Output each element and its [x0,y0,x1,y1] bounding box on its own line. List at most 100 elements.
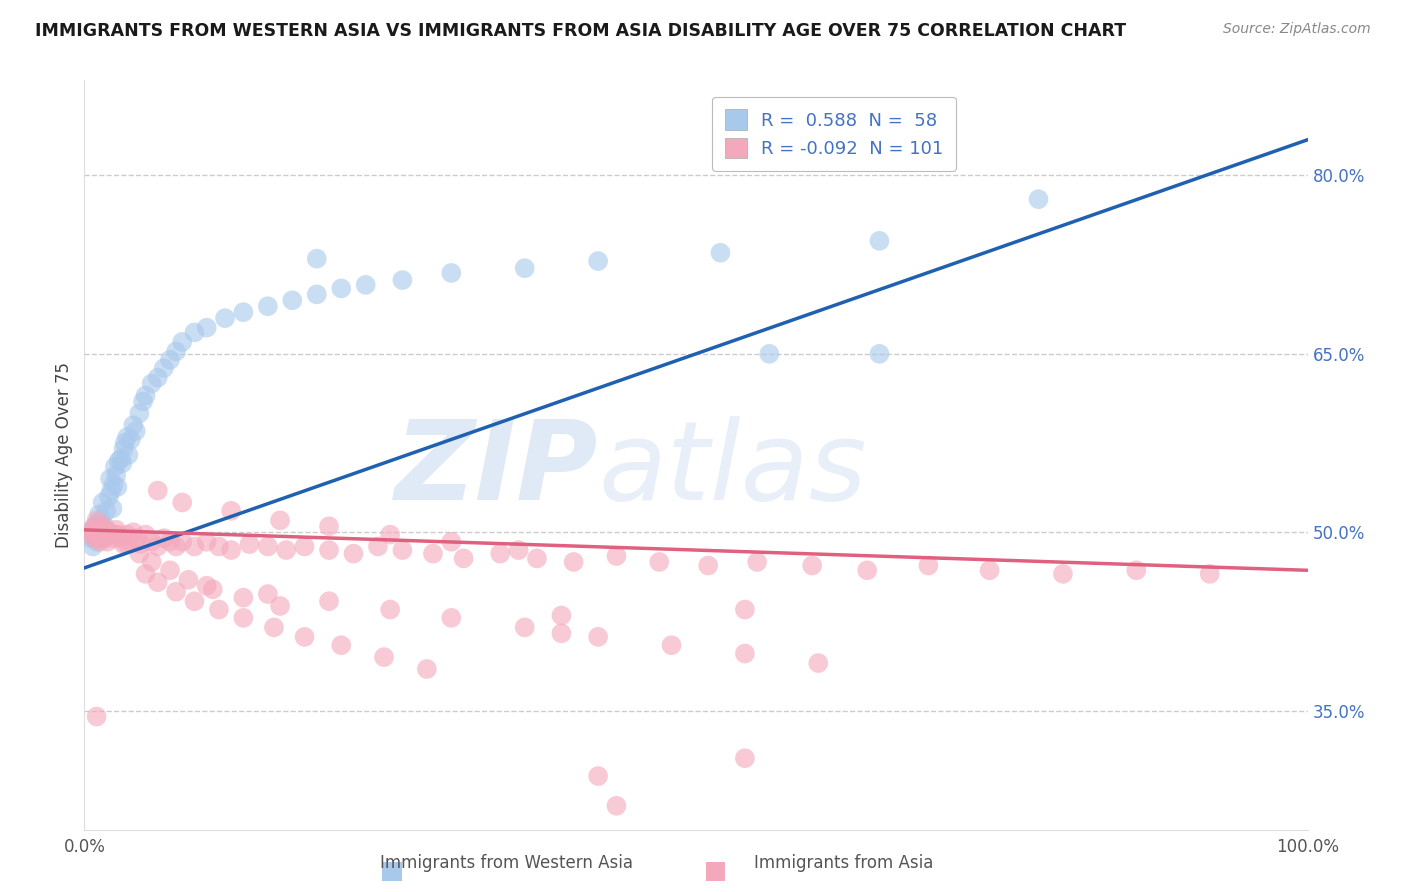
Point [128,406,150,420]
Point [214,311,236,326]
Point [105,523,128,537]
Point [508,543,530,558]
Point [232,591,254,605]
Point [87,516,110,530]
Point [135,388,157,402]
Point [550,626,572,640]
Point [330,638,353,652]
Point [440,534,463,549]
Point [648,555,671,569]
Point [96,527,118,541]
Point [605,549,627,563]
Point [257,299,280,313]
Point [232,611,254,625]
Point [869,347,891,361]
Point [153,361,176,376]
Point [107,527,129,541]
Point [80,527,103,541]
Point [801,558,824,573]
Point [153,531,176,545]
Point [97,490,120,504]
Point [269,513,291,527]
Point [110,451,132,466]
Point [697,558,720,573]
Point [269,599,291,613]
Point [276,543,298,558]
Text: Source: ZipAtlas.com: Source: ZipAtlas.com [1223,22,1371,37]
Point [562,555,585,569]
Point [453,551,475,566]
Point [318,543,340,558]
Point [856,563,879,577]
Point [96,504,118,518]
Point [550,608,572,623]
Point [979,563,1001,577]
Point [183,540,205,554]
Point [330,281,353,295]
Point [104,527,127,541]
Point [917,558,939,573]
Point [97,527,120,541]
Point [87,531,110,545]
Point [103,531,125,545]
Text: ZIP: ZIP [395,417,598,524]
Point [80,523,103,537]
Point [305,252,328,266]
Point [141,555,163,569]
Point [135,527,157,541]
Point [172,534,194,549]
Point [440,611,463,625]
Point [513,620,536,634]
Point [354,277,377,292]
Point [117,448,139,462]
Point [318,594,340,608]
Point [94,523,117,537]
Point [115,537,138,551]
Point [177,573,200,587]
Point [172,334,194,349]
Point [89,534,111,549]
Point [734,602,756,616]
Point [159,534,181,549]
Point [294,630,316,644]
Point [125,424,148,438]
Point [90,513,112,527]
Point [869,234,891,248]
Point [238,537,260,551]
Point [91,527,114,541]
Point [97,525,120,540]
Point [586,254,609,268]
Point [1125,563,1147,577]
Point [93,531,115,545]
Point [159,352,181,367]
Point [165,344,187,359]
Point [141,376,163,391]
Point [105,468,128,483]
Point [90,519,112,533]
Point [112,537,135,551]
Point [342,547,364,561]
Point [208,602,231,616]
Point [105,480,128,494]
Point [183,594,205,608]
Point [305,287,328,301]
Point [111,456,134,470]
Point [513,261,536,276]
Point [807,656,830,670]
Point [141,534,163,549]
Text: Immigrants from Asia: Immigrants from Asia [754,855,934,872]
Point [489,547,512,561]
Point [281,293,304,308]
Point [115,527,138,541]
Point [103,477,125,491]
Point [125,531,148,545]
Point [98,472,121,486]
Point [380,602,402,616]
Point [128,547,150,561]
Point [122,418,145,433]
Point [165,584,187,599]
Point [1028,192,1050,206]
Point [165,540,187,554]
Point [208,540,231,554]
Point [112,442,135,456]
